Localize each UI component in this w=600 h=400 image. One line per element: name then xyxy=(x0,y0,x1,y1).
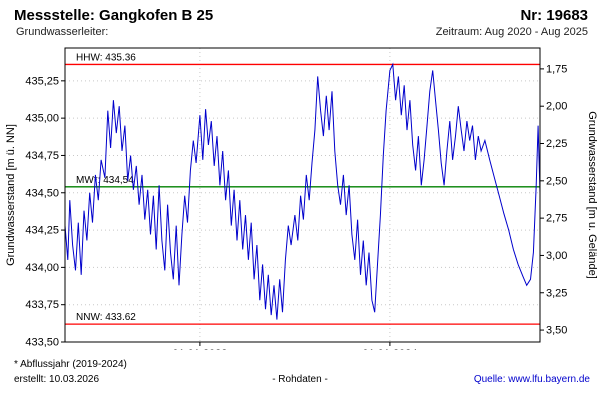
axis-title-left: Grundwasserstand [m ü. NN] xyxy=(5,124,17,266)
data-series-rohdaten xyxy=(64,62,541,320)
ref-label-NNW: NNW: 433.62 xyxy=(76,312,136,323)
created-date: erstellt: 10.03.2026 xyxy=(14,374,100,385)
svg-text:434,75: 434,75 xyxy=(25,150,59,162)
svg-text:435,25: 435,25 xyxy=(25,75,59,87)
aquifer-label: Grundwasserleiter: xyxy=(16,26,109,38)
data-type-label: - Rohdaten - xyxy=(272,374,328,385)
svg-text:435,00: 435,00 xyxy=(25,113,59,125)
y-axis-right: 1,75 2,00 2,25 2,50 2,75 3,00 3,25 3,50 xyxy=(540,63,567,337)
source-link[interactable]: www.lfu.bayern.de xyxy=(508,374,590,385)
svg-text:2,25: 2,25 xyxy=(546,138,567,150)
source: Quelle: www.lfu.bayern.de xyxy=(474,374,590,385)
svg-text:433,75: 433,75 xyxy=(25,299,59,311)
axis-title-right: Grundwasserstand [m u. Gelände] xyxy=(586,111,598,279)
footer: * Abflussjahr (2019-2024) erstellt: 10.0… xyxy=(0,356,600,400)
svg-text:01.01.2022: 01.01.2022 xyxy=(172,348,227,350)
svg-text:2,75: 2,75 xyxy=(546,213,567,225)
plot-border xyxy=(64,47,541,343)
svg-text:3,50: 3,50 xyxy=(546,325,567,337)
x-axis: 01.01.2022 01.01.2024 xyxy=(172,342,417,350)
footnote-abflussjahr: * Abflussjahr (2019-2024) xyxy=(14,359,127,370)
reference-lines: HHW: 435.36 MW*: 434,54 NNW: 433.62 xyxy=(65,52,540,325)
y-axis-left: 433,50 433,75 434,00 434,25 434,50 434,75 435,… xyxy=(25,75,65,349)
svg-text:3,00: 3,00 xyxy=(546,250,567,262)
svg-text:01.01.2024: 01.01.2024 xyxy=(362,348,417,350)
svg-text:2,50: 2,50 xyxy=(546,175,567,187)
svg-text:3,25: 3,25 xyxy=(546,287,567,299)
station-number: Nr: 19683 xyxy=(520,7,588,24)
svg-text:434,00: 434,00 xyxy=(25,262,59,274)
grid xyxy=(65,48,540,343)
header: Messstelle: Gangkofen B 25 Nr: 19683 xyxy=(0,0,600,24)
period-label: Zeitraum: Aug 2020 - Aug 2025 xyxy=(435,26,588,38)
svg-text:434,50: 434,50 xyxy=(25,187,59,199)
svg-text:434,25: 434,25 xyxy=(25,225,59,237)
page-title: Messstelle: Gangkofen B 25 xyxy=(14,7,214,24)
ref-label-MW: MW*: 434,54 xyxy=(76,175,134,186)
svg-text:1,75: 1,75 xyxy=(546,63,567,75)
ref-label-HHW: HHW: 435.36 xyxy=(76,52,136,63)
svg-text:433,50: 433,50 xyxy=(25,337,59,349)
sub-header: Grundwasserleiter: Zeitraum: Aug 2020 - … xyxy=(0,24,600,38)
source-label: Quelle: xyxy=(473,374,509,385)
svg-text:2,00: 2,00 xyxy=(546,101,567,113)
